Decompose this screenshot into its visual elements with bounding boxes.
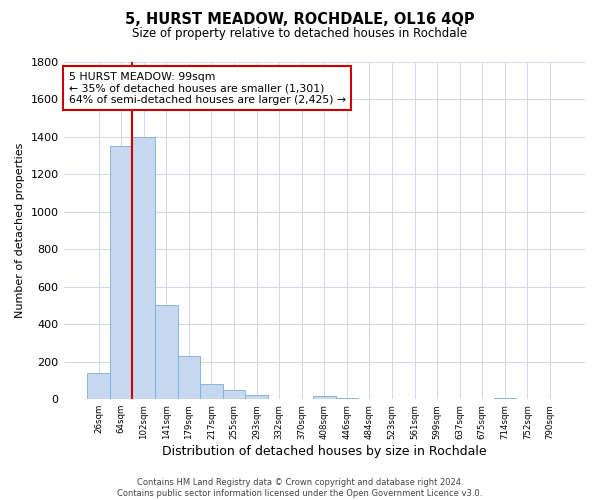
Bar (335, 398, 358, 399)
Bar (245, 394, 268, 399)
Text: 5 HURST MEADOW: 99sqm
← 35% of detached houses are smaller (1,301)
64% of semi-d: 5 HURST MEADOW: 99sqm ← 35% of detached … (69, 72, 346, 105)
Bar (133, 136, 155, 399)
Bar (313, 396, 335, 399)
X-axis label: Distribution of detached houses by size in Rochdale: Distribution of detached houses by size … (162, 444, 487, 458)
Bar (110, 146, 133, 399)
Bar (155, 306, 178, 399)
Bar (200, 384, 223, 399)
Text: Contains HM Land Registry data © Crown copyright and database right 2024.
Contai: Contains HM Land Registry data © Crown c… (118, 478, 482, 498)
Text: 5, HURST MEADOW, ROCHDALE, OL16 4QP: 5, HURST MEADOW, ROCHDALE, OL16 4QP (125, 12, 475, 28)
Bar (87, 373, 110, 399)
Bar (178, 356, 200, 399)
Bar (494, 398, 516, 399)
Bar (223, 390, 245, 399)
Text: Size of property relative to detached houses in Rochdale: Size of property relative to detached ho… (133, 28, 467, 40)
Y-axis label: Number of detached properties: Number of detached properties (15, 142, 25, 318)
